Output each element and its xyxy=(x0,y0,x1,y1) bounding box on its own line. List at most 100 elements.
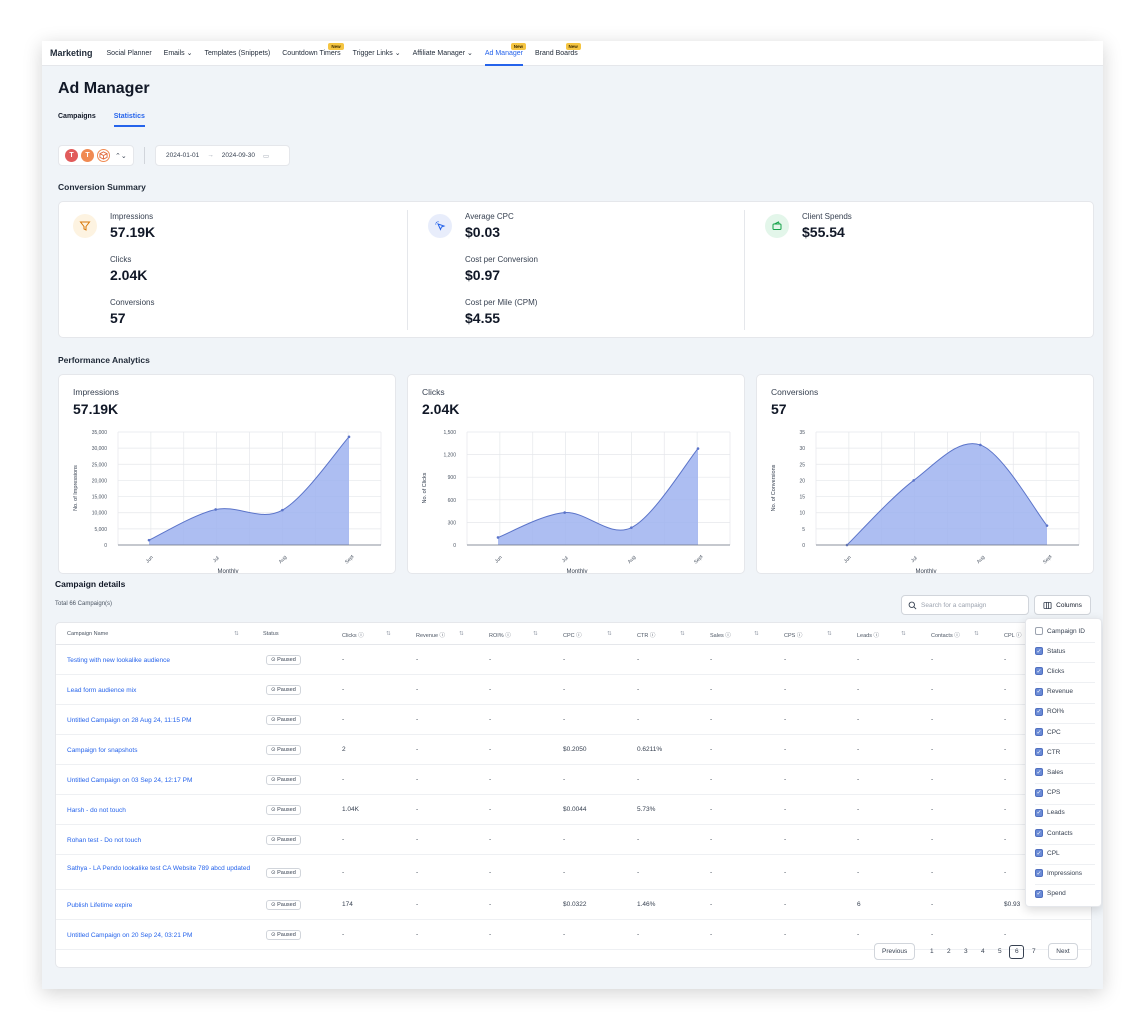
column-toggle-item[interactable]: ✓ Leads xyxy=(1035,808,1065,817)
column-toggle-item[interactable]: ✓ CPC xyxy=(1035,728,1061,736)
chart-title: Conversions xyxy=(771,387,819,397)
col-header-cpc[interactable]: CPC ⓘ xyxy=(563,633,582,639)
tab-statistics[interactable]: Statistics xyxy=(113,113,145,127)
checkbox-checked-icon[interactable]: ✓ xyxy=(1035,889,1043,898)
new-badge: New xyxy=(510,42,526,50)
column-toggle-item[interactable]: ✓ Clicks xyxy=(1035,667,1064,676)
checkbox-checked-icon[interactable]: ✓ xyxy=(1035,869,1043,878)
checkbox-checked-icon[interactable]: ✓ xyxy=(1035,707,1043,716)
page-title: Ad Manager xyxy=(58,80,150,97)
nav-countdown-timers[interactable]: Countdown Timers New xyxy=(282,41,344,66)
column-toggle-item[interactable]: ✓ CTR xyxy=(1035,748,1060,757)
page-button[interactable]: 5 xyxy=(997,948,1002,955)
nav-affiliate-manager[interactable]: Affiliate Manager ⌄ xyxy=(412,49,473,57)
sort-icon[interactable]: ⇅ xyxy=(459,631,464,637)
column-toggle-item[interactable]: ✓ CPS xyxy=(1035,788,1060,797)
y-tick-label: 35,000 xyxy=(92,430,108,436)
search-input[interactable]: Search for a campaign xyxy=(901,595,1029,615)
account-selector[interactable]: T T ⌃⌄ xyxy=(58,145,134,166)
checkbox-checked-icon[interactable]: ✓ xyxy=(1035,849,1043,858)
nav-social-planner[interactable]: Social Planner xyxy=(106,49,152,57)
col-header-status[interactable]: Status xyxy=(263,631,279,637)
column-toggle-item[interactable]: ✓ Spend xyxy=(1035,889,1066,898)
col-header-ctr[interactable]: CTR ⓘ xyxy=(637,633,656,639)
campaign-name-link[interactable]: Campaign for snapshots xyxy=(67,746,138,754)
date-range-picker[interactable]: 2024-01-01 → 2024-09-30 ▭ xyxy=(155,145,290,166)
campaign-name-link[interactable]: Harsh - do not touch xyxy=(67,806,126,814)
col-header-leads[interactable]: Leads ⓘ xyxy=(857,633,880,639)
col-header-cpl[interactable]: CPL ⓘ xyxy=(1004,633,1022,639)
checkbox-checked-icon[interactable]: ✓ xyxy=(1035,748,1043,757)
column-toggle-item[interactable]: ✓ Impressions xyxy=(1035,869,1082,878)
checkbox-checked-icon[interactable]: ✓ xyxy=(1035,808,1043,817)
next-page-button[interactable]: Next xyxy=(1048,943,1078,960)
sort-icon[interactable]: ⇅ xyxy=(607,631,612,637)
campaign-name-link[interactable]: Untitled Campaign on 03 Sep 24, 12:17 PM xyxy=(67,776,193,784)
col-header-clicks[interactable]: Clicks ⓘ xyxy=(342,633,364,639)
sort-icon[interactable]: ⇅ xyxy=(680,631,685,637)
nav-brand-boards[interactable]: Brand Boards New xyxy=(535,41,581,66)
column-toggle-item[interactable]: ✓ Revenue xyxy=(1035,687,1073,696)
column-toggle-item[interactable]: ✓ ROI% xyxy=(1035,707,1064,716)
table-row: Untitled Campaign on 20 Sep 24, 03:21 PM… xyxy=(56,920,1091,950)
sort-icon[interactable]: ⇅ xyxy=(827,631,832,637)
sort-icon[interactable]: ⇅ xyxy=(234,631,239,637)
column-toggle-label: Campaign ID xyxy=(1047,627,1085,635)
campaign-name-link[interactable]: Testing with new lookalike audience xyxy=(67,656,170,664)
column-toggle-item[interactable]: ✓ CPL xyxy=(1035,849,1060,858)
sort-icon[interactable]: ⇅ xyxy=(901,631,906,637)
previous-page-button[interactable]: Previous xyxy=(874,943,916,960)
cell-sales: - xyxy=(710,716,713,723)
nav-trigger-links[interactable]: Trigger Links ⌄ xyxy=(352,49,401,57)
cell-clicks: - xyxy=(342,686,345,693)
nav-ad-manager[interactable]: Ad Manager New xyxy=(484,41,526,66)
page-button[interactable]: 7 xyxy=(1031,948,1036,955)
col-header-sales[interactable]: Sales ⓘ xyxy=(710,633,731,639)
column-toggle-item[interactable]: ✓ Status xyxy=(1035,647,1065,656)
page-button[interactable]: 2 xyxy=(946,948,951,955)
sort-icon[interactable]: ⇅ xyxy=(533,631,538,637)
checkbox-checked-icon[interactable]: ✓ xyxy=(1035,728,1043,736)
divider xyxy=(1035,844,1095,845)
sort-icon[interactable]: ⇅ xyxy=(754,631,759,637)
columns-button[interactable]: Columns xyxy=(1034,595,1091,615)
cell-clicks: - xyxy=(342,776,345,783)
campaign-name-link[interactable]: Sathya - LA Pendo lookalike test CA Webs… xyxy=(67,864,251,872)
checkbox-checked-icon[interactable]: ✓ xyxy=(1035,768,1043,777)
sort-icon[interactable]: ⇅ xyxy=(974,631,979,637)
cell-leads: - xyxy=(857,776,860,783)
campaign-name-link[interactable]: Rohan test - Do not touch xyxy=(67,836,142,844)
checkbox-checked-icon[interactable]: ✓ xyxy=(1035,829,1043,837)
col-header-revenue[interactable]: Revenue ⓘ xyxy=(416,633,446,639)
sort-icon[interactable]: ⇅ xyxy=(386,631,391,637)
checkbox-empty-icon[interactable] xyxy=(1035,627,1043,635)
column-toggle-item[interactable]: ✓ Contacts xyxy=(1035,829,1073,837)
checkbox-checked-icon[interactable]: ✓ xyxy=(1035,667,1043,676)
metric-cost-per-conversion: Cost per Conversion $0.97 xyxy=(465,255,538,283)
col-header-roi[interactable]: ROI% ⓘ xyxy=(489,633,511,639)
page-button-current[interactable]: 6 xyxy=(1009,944,1025,959)
nav-emails[interactable]: Emails ⌄ xyxy=(163,49,193,57)
page-button[interactable]: 3 xyxy=(963,948,968,955)
divider xyxy=(1035,864,1095,866)
campaign-name-link[interactable]: Untitled Campaign on 20 Sep 24, 03:21 PM xyxy=(67,931,193,939)
page-button[interactable]: 4 xyxy=(980,948,985,955)
checkbox-checked-icon[interactable]: ✓ xyxy=(1035,647,1043,656)
campaign-name-link[interactable]: Publish Lifetime expire xyxy=(67,901,133,909)
column-toggle-item[interactable]: Campaign ID xyxy=(1035,627,1085,635)
checkbox-checked-icon[interactable]: ✓ xyxy=(1035,788,1043,797)
page-button[interactable]: 1 xyxy=(929,948,934,955)
col-header-cps[interactable]: CPS ⓘ xyxy=(784,633,803,639)
campaign-name-link[interactable]: Lead form audience mix xyxy=(67,686,137,694)
x-tick-label: Sept xyxy=(1042,554,1054,566)
nav-templates[interactable]: Templates (Snippets) xyxy=(204,49,271,57)
campaign-name-link[interactable]: Untitled Campaign on 28 Aug 24, 11:15 PM xyxy=(67,716,192,724)
series-line xyxy=(148,436,350,541)
col-header-campaign-name[interactable]: Campaign Name xyxy=(67,631,109,637)
col-header-contacts[interactable]: Contacts ⓘ xyxy=(931,633,960,639)
new-badge: New xyxy=(328,42,344,50)
checkbox-checked-icon[interactable]: ✓ xyxy=(1035,687,1043,696)
column-toggle-item[interactable]: ✓ Sales xyxy=(1035,768,1063,777)
tab-campaigns[interactable]: Campaigns xyxy=(58,113,96,120)
cell-cps: - xyxy=(784,836,787,843)
